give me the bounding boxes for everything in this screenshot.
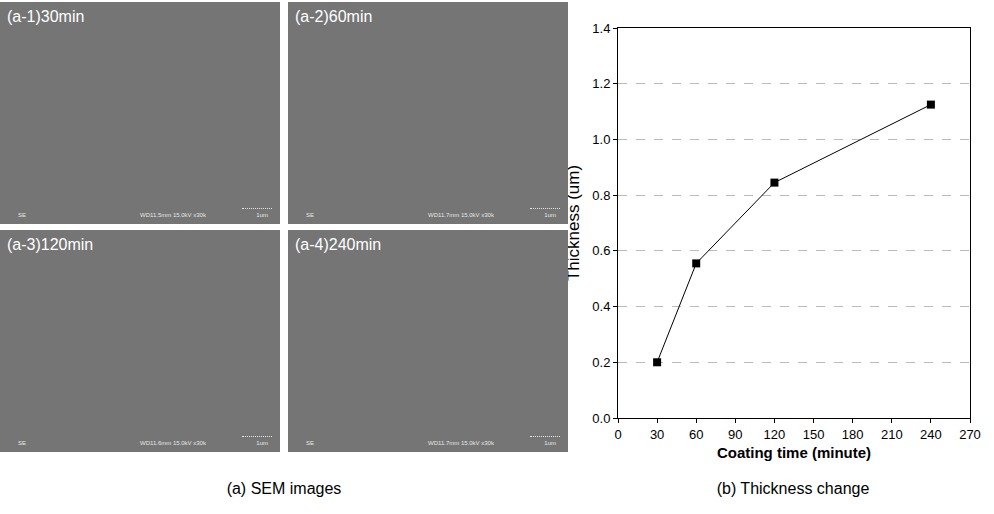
html-text:1um: 1um [544, 440, 556, 446]
html-text:(b) Thickness change: (b) Thickness change [716, 480, 870, 497]
svg-text:120: 120 [764, 427, 786, 442]
svg-text:1.4: 1.4 [592, 21, 610, 36]
html-text:WD11.6mm 15.0kV x30k: WD11.6mm 15.0kV x30k [140, 440, 206, 446]
html-text:SE: SE [306, 440, 314, 446]
svg-text:210: 210 [881, 427, 903, 442]
html-text:(a-1)30min: (a-1)30min [7, 8, 85, 25]
html-text:(a) SEM images: (a) SEM images [226, 480, 342, 497]
svg-text:270: 270 [959, 427, 981, 442]
svg-text:Thickness (um): Thickness (um) [563, 164, 583, 282]
svg-text:Coating time (minute): Coating time (minute) [717, 444, 871, 461]
html-text:SE: SE [18, 440, 26, 446]
svg-text:0: 0 [614, 427, 621, 442]
html-text:SE: SE [18, 212, 26, 218]
html-text:(a-3)120min: (a-3)120min [7, 236, 94, 253]
svg-text:0.6: 0.6 [592, 243, 610, 258]
html-text:WD11.5mm 15.0kV x30k: WD11.5mm 15.0kV x30k [140, 212, 206, 218]
html-text:(a-2)60min: (a-2)60min [295, 8, 373, 25]
svg-text:0.4: 0.4 [592, 299, 610, 314]
svg-text:0.2: 0.2 [592, 355, 610, 370]
svg-text:1.0: 1.0 [592, 132, 610, 147]
svg-text:0.0: 0.0 [592, 411, 610, 426]
html-text:(a-4)240min: (a-4)240min [295, 236, 382, 253]
svg-text:60: 60 [689, 427, 703, 442]
html-text:WD11.7mm 15.0kV x30k: WD11.7mm 15.0kV x30k [428, 212, 494, 218]
svg-text:150: 150 [803, 427, 825, 442]
html-text:WD11.7mm 15.0kV x30k: WD11.7mm 15.0kV x30k [428, 440, 494, 446]
html-text:1um: 1um [256, 212, 268, 218]
svg-text:30: 30 [650, 427, 664, 442]
html-text:1um: 1um [256, 440, 268, 446]
svg-text:1.2: 1.2 [592, 76, 610, 91]
html-text:SE: SE [306, 212, 314, 218]
svg-text:240: 240 [920, 427, 942, 442]
svg-text:0.8: 0.8 [592, 188, 610, 203]
svg-text:90: 90 [728, 427, 742, 442]
svg-text:180: 180 [842, 427, 864, 442]
html-text:1um: 1um [544, 212, 556, 218]
